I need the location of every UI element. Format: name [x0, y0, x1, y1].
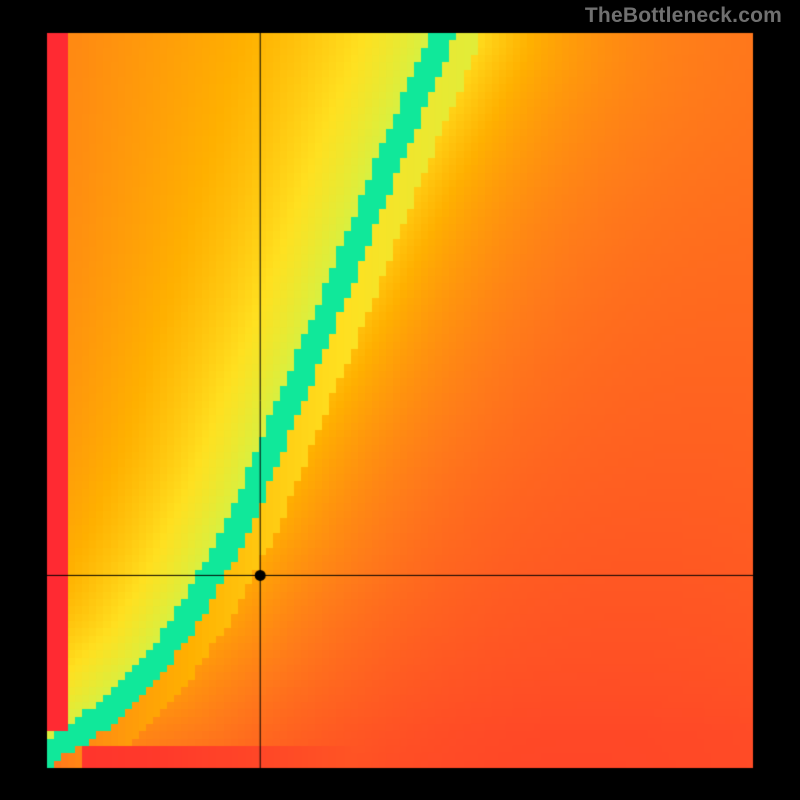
watermark-text: TheBottleneck.com [585, 4, 782, 28]
bottleneck-heatmap [0, 0, 800, 800]
